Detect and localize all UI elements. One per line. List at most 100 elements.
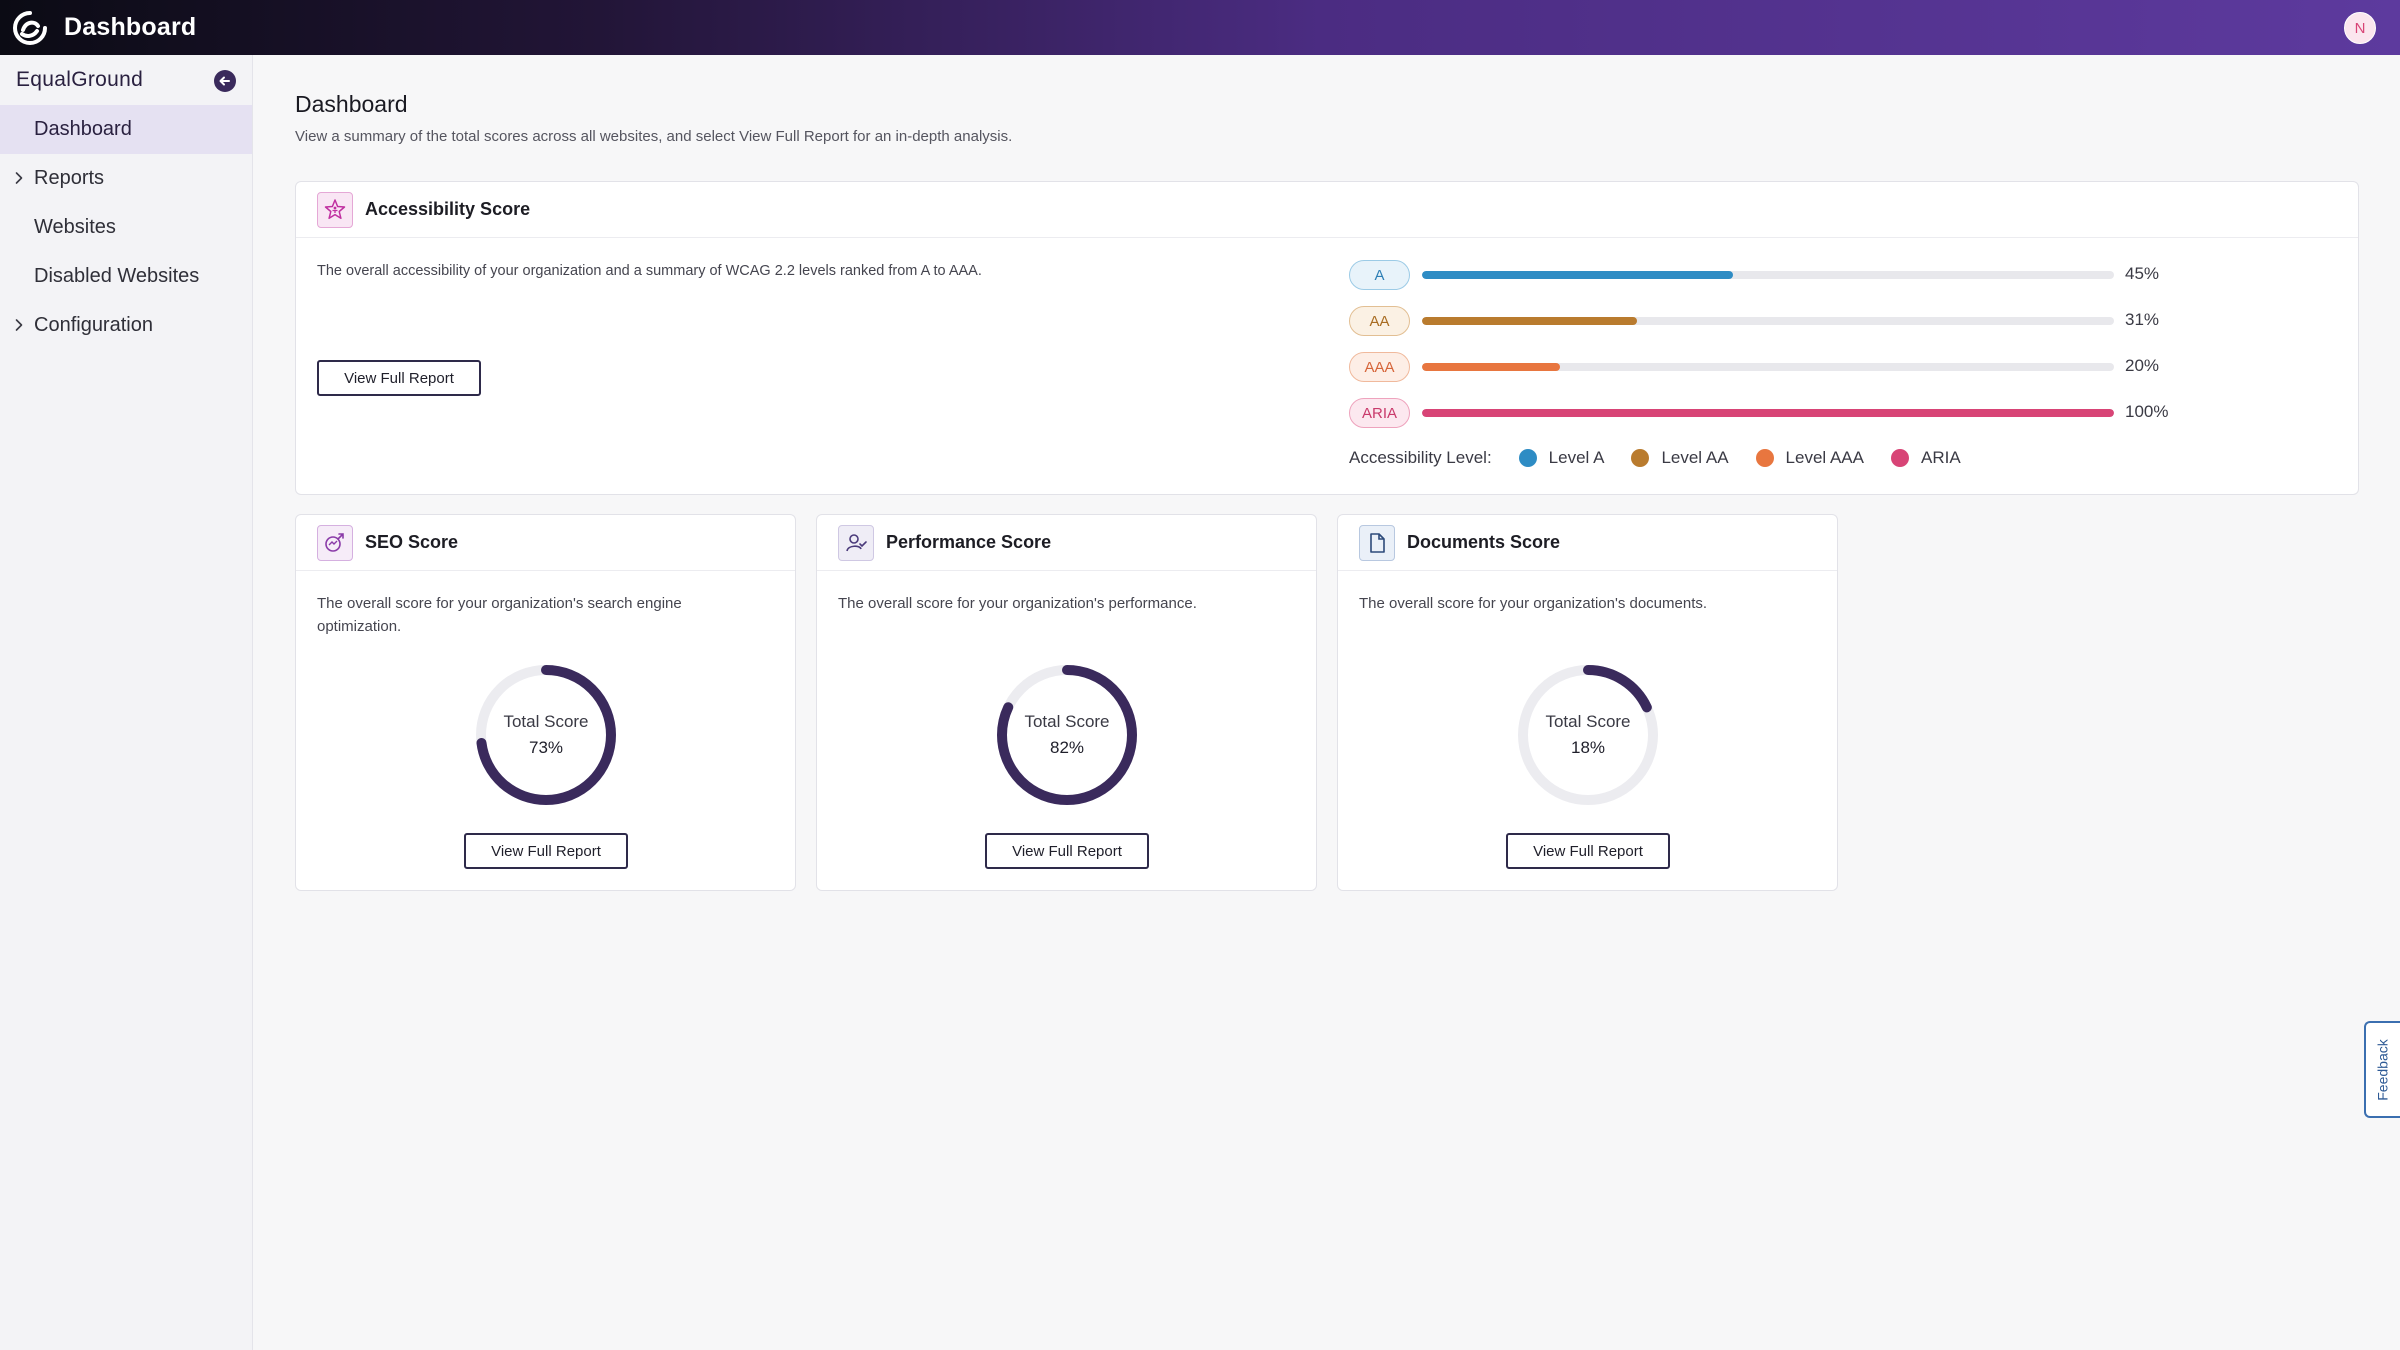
top-bar: Dashboard N — [0, 0, 2400, 55]
main-content: Dashboard View a summary of the total sc… — [295, 55, 2360, 891]
score-donut: Total Score 18% — [1510, 657, 1666, 813]
legend-text: Level AA — [1661, 448, 1729, 467]
legend-text: ARIA — [1921, 448, 1961, 467]
donut-value: 82% — [1049, 738, 1085, 757]
accessibility-icon — [317, 191, 353, 228]
level-bar-fill — [1422, 409, 2114, 417]
sidebar-item-label: Configuration — [34, 314, 153, 336]
legend-text: Level AAA — [1785, 448, 1864, 467]
donut-label: Total Score — [1545, 712, 1631, 731]
page-subtitle: View a summary of the total scores acros… — [295, 128, 1013, 145]
sidebar-item-label: Reports — [34, 167, 105, 189]
level-pill: A — [1349, 260, 1410, 290]
donut-label: Total Score — [503, 712, 589, 731]
donut-value-arc — [476, 665, 616, 805]
card-title: SEO Score — [365, 532, 459, 552]
documents-score-card: Documents Score The overall score for you… — [1337, 514, 1838, 891]
feedback-label: Feedback — [2375, 1038, 2392, 1101]
donut-chart — [997, 665, 1137, 805]
level-pill: AA — [1349, 306, 1410, 336]
org-name: EqualGround — [16, 68, 144, 91]
legend-item: ARIA — [1891, 448, 1961, 468]
legend-label: Accessibility Level: — [1349, 448, 1492, 467]
level-bar-track — [1422, 317, 2114, 325]
donut-chart — [476, 665, 616, 805]
donut-center: Total Score 73% — [468, 657, 624, 813]
collapse-sidebar-icon[interactable] — [214, 70, 236, 92]
performance-icon — [838, 524, 874, 561]
legend-dot — [1631, 449, 1650, 467]
sidebar-item-configuration[interactable]: Configuration — [0, 301, 252, 350]
legend-item: Level A — [1518, 448, 1605, 468]
level-bar-row: AA 31% — [1349, 306, 2249, 336]
chevron-right-icon[interactable] — [12, 171, 26, 185]
document-icon — [1359, 524, 1395, 561]
view-full-report-button[interactable]: View Full Report — [1506, 833, 1670, 869]
accessibility-score-card: Accessibility Score The overall accessib… — [295, 181, 2359, 495]
level-percent: 45% — [2125, 264, 2160, 283]
level-bar-fill — [1422, 363, 1561, 371]
donut-value-arc — [1518, 665, 1658, 805]
chevron-right-icon[interactable] — [12, 318, 26, 332]
legend-dot — [1755, 449, 1774, 467]
accessibility-legend: Accessibility Level: Level A Level AA Leve… — [1349, 448, 1961, 468]
donut-value-arc — [997, 665, 1137, 805]
user-avatar[interactable]: N — [2344, 12, 2376, 44]
level-percent: 20% — [2125, 356, 2160, 375]
card-title: Documents Score — [1407, 532, 1561, 552]
sidebar-item-label: Dashboard — [34, 118, 132, 140]
view-full-report-button[interactable]: View Full Report — [464, 833, 628, 869]
sidebar-item-disabled-websites[interactable]: Disabled Websites — [0, 252, 252, 301]
sidebar-item-label: Disabled Websites — [34, 265, 200, 287]
legend-item: Level AAA — [1755, 448, 1864, 468]
performance-score-card: Performance Score The overall score for y… — [816, 514, 1317, 891]
score-donut: Total Score 73% — [468, 657, 624, 813]
card-header: Accessibility Score — [296, 182, 2358, 238]
level-bar-track — [1422, 271, 2114, 279]
card-header: Performance Score — [817, 515, 1316, 571]
sidebar-item-reports[interactable]: Reports — [0, 154, 252, 203]
page-title: Dashboard — [295, 91, 408, 117]
accessibility-view-report-button[interactable]: View Full Report — [317, 360, 481, 396]
level-pill: AAA — [1349, 352, 1410, 382]
level-bar-fill — [1422, 317, 1637, 325]
card-header: SEO Score — [296, 515, 795, 571]
card-header: Documents Score — [1338, 515, 1837, 571]
level-pill: ARIA — [1349, 398, 1410, 428]
level-bar-track — [1422, 409, 2114, 417]
sidebar: EqualGround Dashboard Reports Websites Disa… — [0, 55, 253, 1350]
card-description: The overall score for your organization'… — [838, 595, 1197, 612]
sidebar-item-label: Websites — [34, 216, 116, 238]
seo-score-card: SEO Score The overall score for your orga… — [295, 514, 796, 891]
feedback-tab[interactable]: Feedback — [2364, 1021, 2400, 1118]
legend-item: Level AA — [1631, 448, 1729, 468]
donut-value: 73% — [528, 738, 564, 757]
level-percent: 100% — [2125, 402, 2169, 421]
org-header: EqualGround — [0, 55, 252, 105]
seo-icon — [317, 524, 353, 561]
level-bar-track — [1422, 363, 2114, 371]
legend-dot — [1518, 449, 1537, 467]
view-full-report-button[interactable]: View Full Report — [985, 833, 1149, 869]
donut-center: Total Score 82% — [989, 657, 1145, 813]
level-bar-row: ARIA 100% — [1349, 398, 2249, 428]
level-bar-row: A 45% — [1349, 260, 2249, 290]
level-bar-row: AAA 20% — [1349, 352, 2249, 382]
donut-label: Total Score — [1024, 712, 1110, 731]
card-description: The overall score for your organization'… — [1359, 595, 1708, 612]
card-title: Performance Score — [886, 532, 1052, 552]
card-description: The overall score for your organization'… — [317, 595, 682, 635]
sidebar-item-dashboard[interactable]: Dashboard — [0, 105, 252, 154]
level-percent: 31% — [2125, 310, 2160, 329]
score-donut: Total Score 82% — [989, 657, 1145, 813]
donut-chart — [1518, 665, 1658, 805]
donut-value: 18% — [1570, 738, 1606, 757]
level-bar-fill — [1422, 271, 1734, 279]
sidebar-item-websites[interactable]: Websites — [0, 203, 252, 252]
card-title: Accessibility Score — [365, 199, 531, 219]
donut-center: Total Score 18% — [1510, 657, 1666, 813]
legend-text: Level A — [1548, 448, 1605, 467]
app-title: Dashboard — [64, 13, 197, 41]
legend-dot — [1891, 449, 1909, 467]
app-logo-icon[interactable] — [10, 8, 50, 48]
